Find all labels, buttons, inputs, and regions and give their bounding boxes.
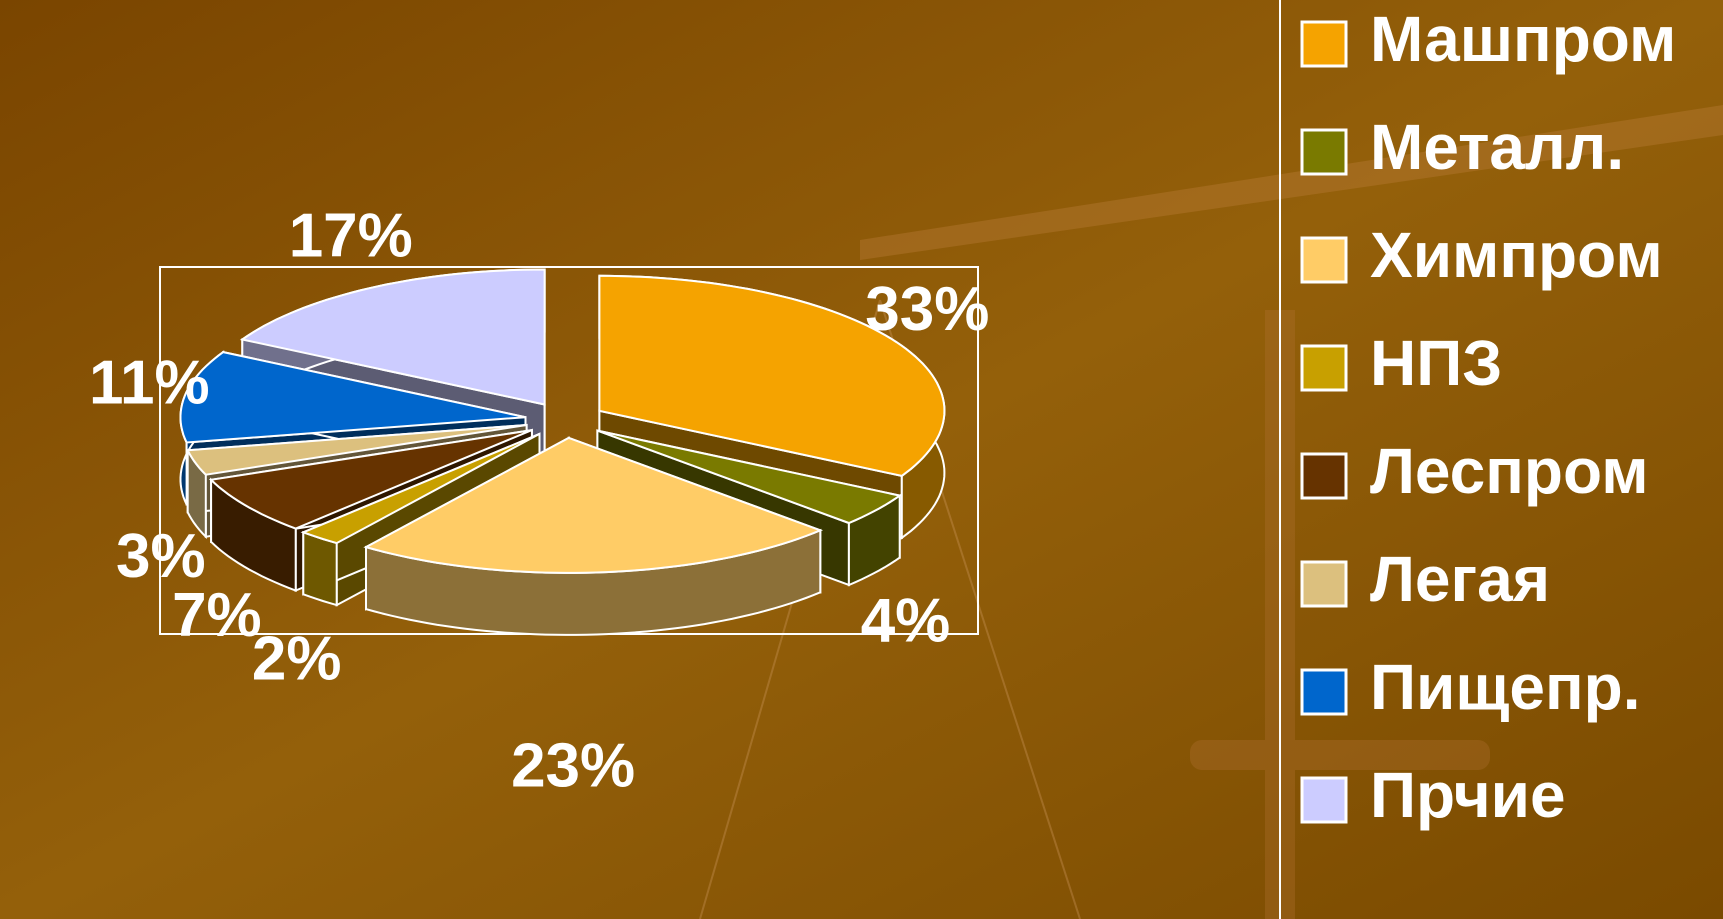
- slice: [208, 429, 533, 530]
- legend-swatch: [1300, 668, 1348, 716]
- legend-label: Леспром: [1370, 435, 1649, 507]
- value-label: 7%: [172, 581, 262, 650]
- legend-swatch: [1300, 344, 1348, 392]
- legend-swatch: [1300, 560, 1348, 608]
- value-label: 17%: [289, 201, 413, 270]
- legend-label: Машпром: [1370, 3, 1676, 75]
- legend-label: Металл.: [1370, 111, 1624, 183]
- slice-side: [302, 530, 338, 607]
- value-label: 23%: [511, 732, 635, 801]
- value-label: 11%: [89, 349, 210, 418]
- slice: [300, 432, 540, 545]
- slice: [363, 436, 824, 574]
- value-label: 2%: [252, 625, 342, 694]
- slice: [363, 436, 824, 636]
- legend-swatch: [1300, 452, 1348, 500]
- slice: [186, 424, 527, 476]
- value-label: 4%: [861, 586, 951, 655]
- legend-label: Легая: [1370, 543, 1550, 615]
- slice: [239, 268, 546, 406]
- legend-label: Прчие: [1370, 759, 1566, 831]
- legend-swatch: [1300, 128, 1348, 176]
- legend-swatch: [1300, 776, 1348, 824]
- legend-swatch: [1300, 236, 1348, 284]
- legend-label: НПЗ: [1370, 327, 1502, 399]
- legend-label: Пищепр.: [1370, 651, 1640, 723]
- slice: [597, 429, 903, 525]
- legend-swatch: [1300, 20, 1348, 68]
- value-label: 3%: [116, 522, 206, 591]
- slice: [598, 274, 946, 477]
- legend-label: Химпром: [1370, 219, 1663, 291]
- value-label: 33%: [865, 275, 989, 344]
- slice: [179, 351, 526, 444]
